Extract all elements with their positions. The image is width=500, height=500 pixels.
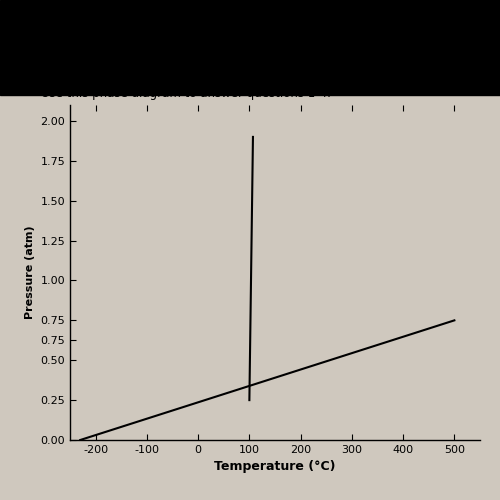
Y-axis label: Pressure (atm): Pressure (atm) [25,226,35,320]
Text: Use this phase diagram to answer questions 1-4.: Use this phase diagram to answer questio… [42,86,331,100]
X-axis label: Temperature (°C): Temperature (°C) [214,460,336,473]
